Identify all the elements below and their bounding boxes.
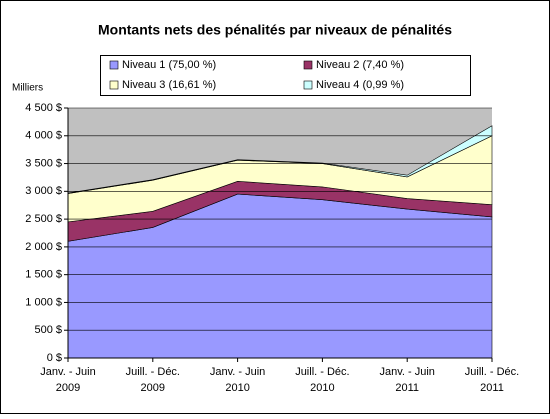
x-tick-label: Janv. - Juin 2011 [379,366,434,394]
y-tick-label: 1 000 $ [25,296,62,308]
x-tick-label: Janv. - Juin 2009 [40,366,95,394]
legend-label: Niveau 4 (0,99 %) [316,79,404,91]
legend-swatch [303,80,313,90]
legend-label: Niveau 3 (16,61 %) [122,79,216,91]
y-tick-label: 3 000 $ [25,185,62,197]
legend-swatch [303,60,313,70]
legend-label: Niveau 1 (75,00 %) [122,59,216,71]
legend-swatch [109,80,119,90]
y-tick-label: 4 000 $ [25,130,62,142]
legend-swatch [109,60,119,70]
y-tick-label: 3 500 $ [25,157,62,169]
legend-box [100,55,471,96]
y-tick-label: 4 500 $ [25,102,62,114]
legend-label: Niveau 2 (7,40 %) [316,59,404,71]
x-tick-label: Juill. - Déc. 2009 [126,366,180,394]
y-tick-label: 500 $ [34,324,62,336]
y-tick-label: 2 500 $ [25,213,62,225]
y-axis-label: Milliers [12,83,43,94]
x-tick-label: Janv. - Juin 2010 [210,366,265,394]
y-tick-label: 2 000 $ [25,241,62,253]
y-tick-label: 0 $ [47,352,62,364]
y-tick-label: 1 500 $ [25,269,62,281]
x-tick-label: Juill. - Déc. 2010 [295,366,349,394]
x-tick-label: Juill. - Déc. 2011 [465,366,519,394]
chart-title: Montants nets des pénalités par niveaux … [98,22,452,38]
